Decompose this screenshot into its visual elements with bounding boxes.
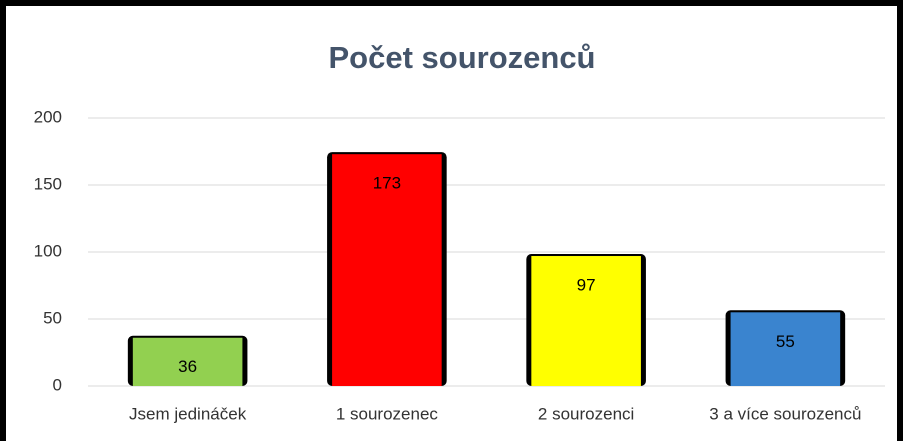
y-tick-label: 100 <box>34 241 62 260</box>
y-tick-label: 50 <box>43 308 62 327</box>
chart-title: Počet sourozenců <box>329 40 596 75</box>
data-label: 55 <box>776 332 795 351</box>
y-tick-label: 150 <box>34 174 62 193</box>
bar <box>531 256 641 386</box>
data-label: 97 <box>577 276 596 295</box>
x-tick-label: Jsem jedináček <box>129 404 247 423</box>
y-tick-label: 0 <box>53 375 62 394</box>
x-tick-label: 1 sourozenec <box>336 404 439 423</box>
bar <box>332 154 442 386</box>
bar <box>730 312 841 386</box>
y-tick-label: 200 <box>34 107 62 126</box>
x-tick-label: 3 a více sourozenců <box>709 404 861 423</box>
data-label: 173 <box>373 174 401 193</box>
data-label: 36 <box>178 357 197 376</box>
x-tick-label: 2 sourozenci <box>538 404 634 423</box>
bar <box>132 337 243 386</box>
